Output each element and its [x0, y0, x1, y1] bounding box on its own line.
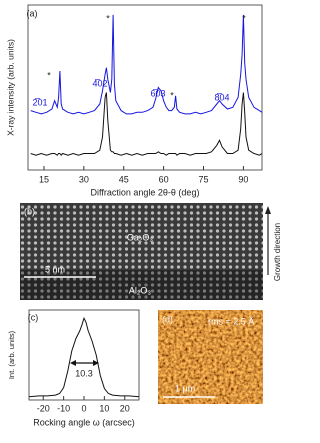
plot-frame	[28, 309, 140, 401]
panel-label: (b)	[24, 206, 35, 216]
stem-image: (b) Ga₂O₃ Al₂O₃ 5 nm Growth direction	[20, 203, 282, 300]
annotation: (c)	[28, 312, 39, 322]
direction-label: Growth direction	[273, 223, 282, 281]
layer-label: Ga₂O₃	[127, 232, 154, 242]
x-tick-label: 10	[99, 403, 109, 413]
data-line	[30, 92, 263, 157]
x-tick-label: 30	[79, 174, 89, 184]
x-tick-label: -20	[37, 403, 50, 413]
substrate-label: Al₂O₃	[129, 285, 151, 295]
panel-label: (d)	[162, 314, 173, 324]
y-axis-label: Int. (arb. units)	[7, 330, 16, 379]
annotation: 4̅02	[92, 78, 107, 88]
y-axis-label: X-ray intensity (arb. units)	[5, 39, 15, 136]
annotation: 10.3	[75, 368, 93, 378]
annotation: *	[47, 70, 51, 80]
x-axis-label: Rocking angle ω (arcsec)	[33, 417, 135, 427]
x-tick-label: 0	[81, 403, 86, 413]
scale-label: 1 µm	[175, 383, 195, 393]
annotation: (a)	[27, 8, 38, 18]
annotation: *	[242, 13, 246, 23]
x-tick-label: 15	[39, 174, 49, 184]
scale-label: 5 nm	[45, 264, 65, 274]
afm-image: (d) rms = 2.5 Å 1 µm	[158, 310, 263, 404]
annotation: 2̅01	[32, 97, 47, 107]
data-line	[28, 316, 140, 398]
arrow-head	[70, 360, 76, 366]
annotation: *	[170, 90, 174, 100]
x-tick-label: 45	[119, 174, 129, 184]
x-tick-label: 75	[198, 174, 208, 184]
x-tick-label: 20	[120, 403, 130, 413]
x-tick-label: -10	[57, 403, 70, 413]
rms-label: rms = 2.5 Å	[208, 316, 254, 326]
figure: (b) Ga₂O₃ Al₂O₃ 5 nm Growth direction (d…	[5, 4, 282, 427]
x-tick-label: 60	[159, 174, 169, 184]
x-axis-label: Diffraction angle 2θ-θ (deg)	[91, 187, 200, 197]
annotation: *	[106, 13, 110, 23]
annotation: 8̅04	[214, 92, 229, 102]
arrow-head	[93, 360, 99, 366]
data-line	[30, 14, 263, 115]
x-tick-label: 90	[238, 174, 248, 184]
plot-frame	[27, 4, 263, 171]
annotation: 6̅03	[150, 88, 165, 98]
